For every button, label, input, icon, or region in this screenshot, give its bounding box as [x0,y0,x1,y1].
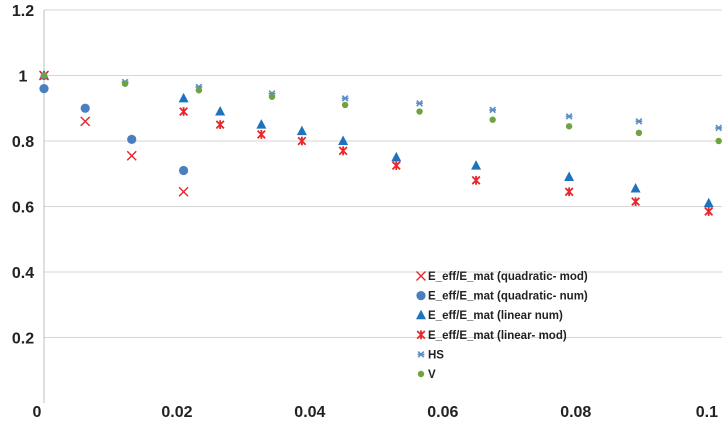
data-point-series-2 [296,125,307,136]
data-point-series-2 [564,171,575,182]
data-point-series-2 [471,160,482,170]
legend-marker [416,291,426,301]
x-tick-labels: 0 0.02 0.04 0.06 0.08 0.1 [33,404,719,421]
data-point-series-3 [256,130,266,139]
data-point-series-2 [256,119,267,129]
legend-label: E_eff/E_mat (quadratic- mod) [428,271,588,283]
data-point-series-4 [715,124,722,132]
grid-lines [44,9,722,338]
data-point-series-3 [215,120,225,130]
legend-label: E_eff/E_mat (quadratic- num) [428,291,588,303]
data-point-series-5 [121,80,129,87]
data-point-series-5 [715,137,722,145]
data-point-series-5 [565,123,573,130]
y-tick-label: 0.2 [12,331,34,348]
data-point-series-5 [341,101,349,109]
legend-label: E_eff/E_mat (linear num) [428,310,563,322]
data-point-series-0 [80,116,91,127]
data-point-series-5 [635,129,643,137]
data-point-series-5 [489,116,496,123]
legend-marker [416,309,426,320]
legend-marker [416,271,426,281]
legend-label: V [428,369,436,381]
legend: E_eff/E_mat (quadratic- mod) E_eff/E_mat … [416,271,588,381]
data-point-series-2 [391,151,402,162]
x-tick-label: 0.1 [696,404,718,421]
data-point-series-2 [178,92,189,103]
data-point-series-2 [703,197,714,208]
data-point-series-1 [127,134,137,144]
data-point-series-0 [126,150,137,161]
data-point-series-1 [178,165,189,176]
data-point-series-4 [565,113,573,120]
y-tick-label: 1 [19,69,28,86]
data-point-series-3 [704,206,714,216]
x-tick-label: 0.06 [427,404,458,421]
x-tick-label: 0.04 [294,404,325,421]
y-tick-labels: 0.2 0.4 0.6 0.8 1 1.2 [12,3,34,348]
data-point-series-5 [40,72,48,79]
data-point-series-5 [195,87,203,94]
legend-label: HS [428,349,444,361]
data-point-series-4 [416,99,423,107]
data-point-series-3 [391,161,401,170]
data-point-series-1 [80,103,90,113]
data-point-series-2 [215,106,226,116]
data-point-series-0 [178,186,189,197]
data-point-series-5 [268,93,276,100]
data-point-series-4 [635,117,643,125]
data-point-series-2 [338,135,349,145]
data-point-series-3 [564,187,574,197]
legend-marker [416,330,426,340]
legend-marker [417,351,425,358]
data-point-series-2 [630,182,641,193]
y-tick-label: 0.6 [12,200,34,217]
data-points [39,70,722,216]
x-tick-label: 0.02 [161,404,192,421]
data-point-series-4 [341,95,349,102]
data-point-series-4 [489,106,497,114]
data-point-series-3 [297,136,307,146]
data-point-series-3 [631,197,641,207]
legend-label: E_eff/E_mat (linear- mod) [428,330,567,342]
legend-marker [417,370,425,378]
data-point-series-5 [416,108,423,115]
y-tick-label: 1.2 [12,3,34,20]
data-point-series-3 [179,107,189,116]
x-tick-label: 0 [33,404,42,421]
data-point-series-1 [39,84,49,94]
y-tick-label: 0.4 [12,265,34,282]
y-tick-label: 0.8 [12,134,34,151]
data-point-series-3 [338,146,348,156]
data-point-series-3 [471,175,481,185]
x-tick-label: 0.08 [560,404,591,421]
